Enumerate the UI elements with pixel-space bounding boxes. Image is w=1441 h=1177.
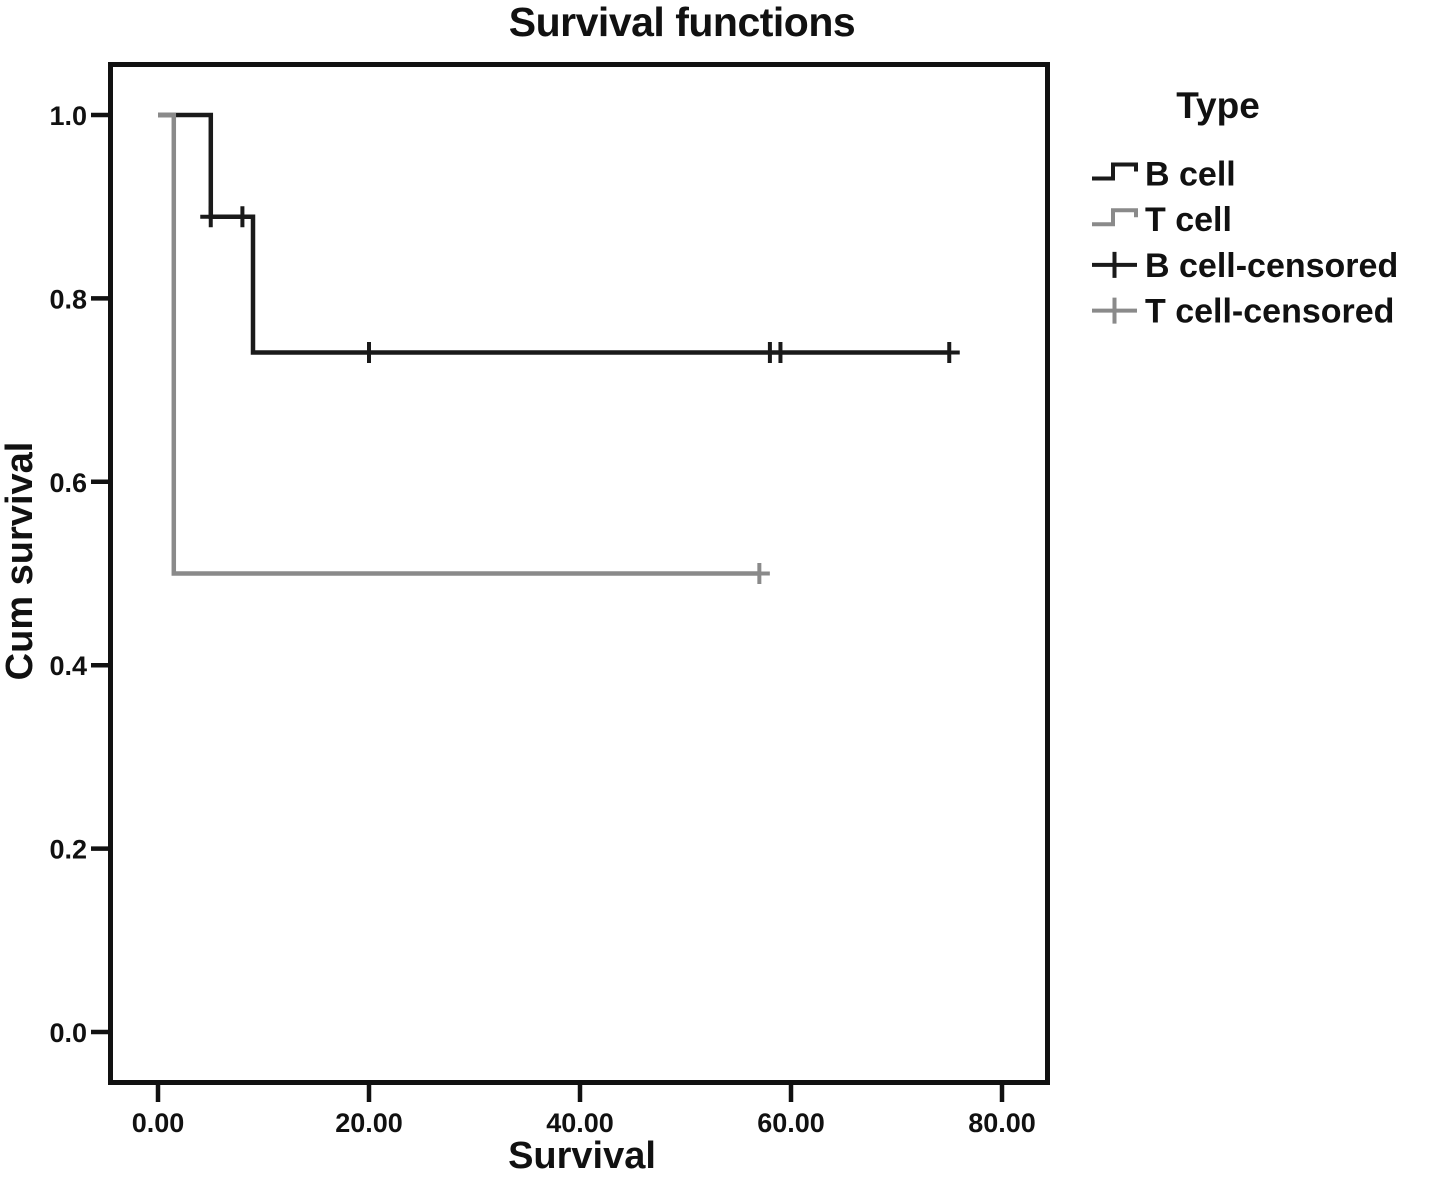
x-tick-label: 60.00 [757, 1108, 825, 1138]
chart-title: Survival functions [509, 0, 855, 45]
y-tick-label: 0.0 [49, 1018, 87, 1048]
x-tick-label: 20.00 [335, 1108, 403, 1138]
y-tick-label: 0.6 [49, 468, 87, 498]
censor-mark-b-cell [200, 206, 222, 228]
legend-step-swatch [1092, 208, 1138, 227]
x-tick-label: 40.00 [546, 1108, 614, 1138]
y-tick-label: 0.4 [49, 651, 87, 681]
legend: Type B cell T cell B cell-censored T cell-c… [1092, 85, 1398, 331]
legend-title: Type [1176, 85, 1260, 126]
legend-entries: B cell T cell B cell-censored T cell-censor… [1092, 156, 1398, 331]
x-tick-label: 0.00 [132, 1108, 185, 1138]
legend-step-swatch [1092, 162, 1138, 181]
legend-entry-label: B cell [1145, 156, 1236, 194]
censor-mark-b-cell [231, 206, 253, 228]
legend-entry-b-cell-censored: B cell-censored [1092, 247, 1398, 285]
censor-mark-t-cell [748, 563, 770, 585]
y-tick-label: 1.0 [49, 101, 87, 131]
series-t-cell-curve [158, 112, 760, 576]
y-axis: 0.0 0.2 0.4 0.6 0.8 1.0 [49, 101, 110, 1048]
censor-mark-b-cell [358, 341, 380, 363]
legend-censored-swatch [1092, 297, 1137, 324]
censor-mark-b-cell [769, 341, 791, 363]
y-axis-label: Cum survival [0, 442, 41, 681]
x-axis-label: Survival [508, 1135, 656, 1177]
x-axis: 0.00 20.00 40.00 60.00 80.00 [132, 1082, 1036, 1138]
legend-entry-label: T cell-censored [1145, 293, 1394, 331]
series-group [158, 112, 960, 585]
censor-mark-b-cell [938, 341, 960, 363]
y-tick-label: 0.2 [49, 835, 87, 865]
legend-entry-b-cell: B cell [1092, 156, 1236, 194]
legend-entry-label: B cell-censored [1145, 247, 1398, 285]
legend-entry-t-cell-censored: T cell-censored [1092, 293, 1394, 331]
series-b-cell-curve [158, 112, 950, 355]
y-tick-label: 0.8 [49, 284, 87, 314]
legend-entry-t-cell: T cell [1092, 201, 1232, 239]
legend-censored-swatch [1092, 251, 1137, 278]
legend-entry-label: T cell [1145, 201, 1232, 239]
x-tick-label: 80.00 [968, 1108, 1036, 1138]
